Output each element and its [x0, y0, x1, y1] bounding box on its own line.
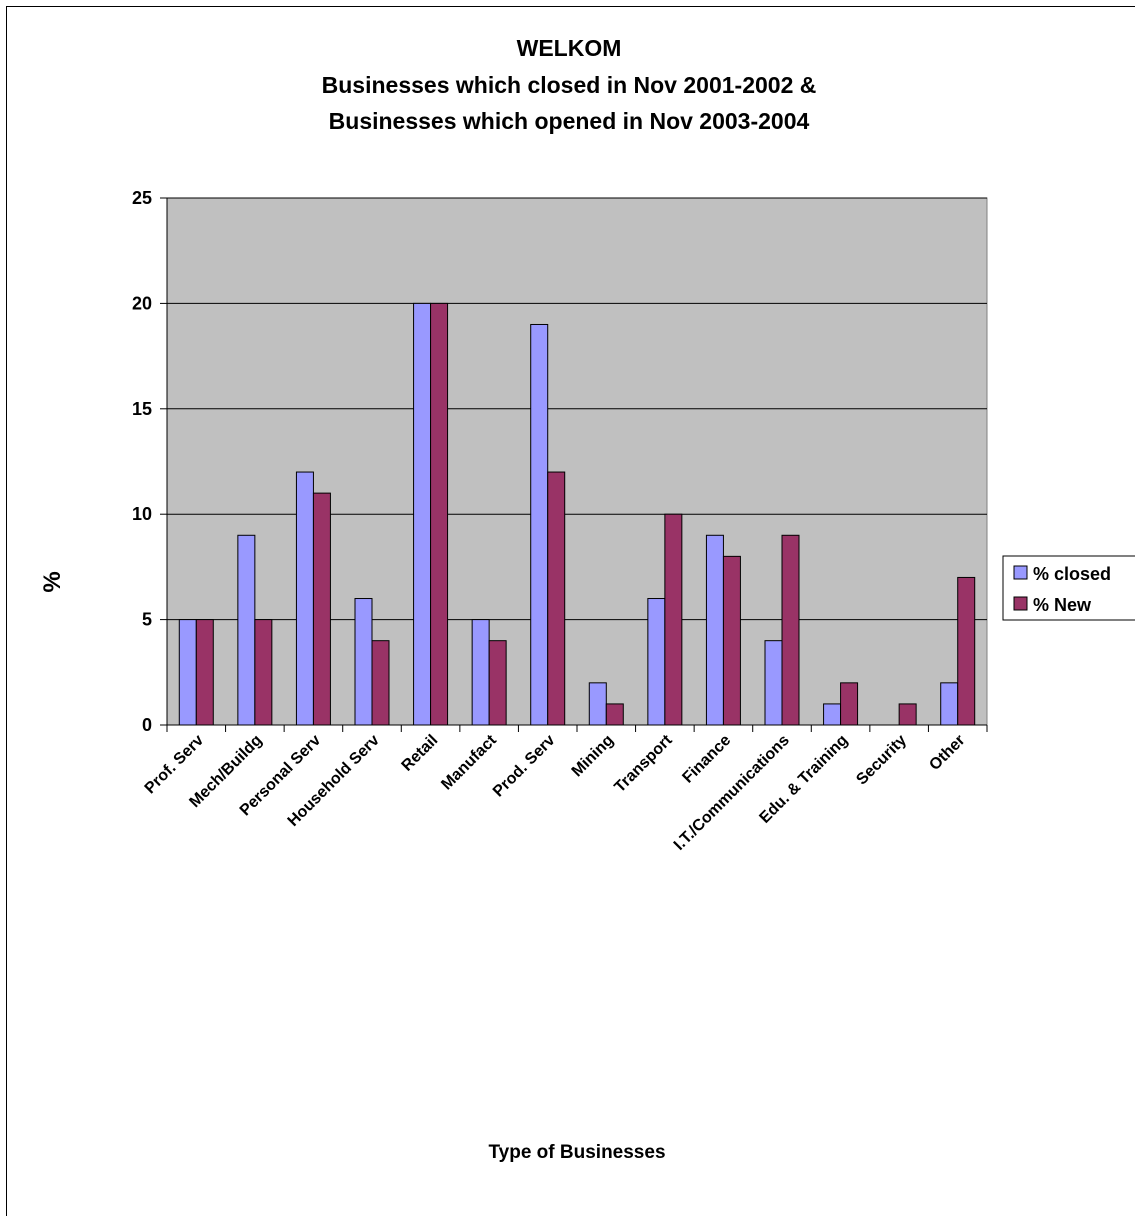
bar-closed — [354, 598, 373, 726]
x-tick-label: I.T./Communications — [671, 732, 793, 854]
legend-label-new: % New — [1033, 595, 1092, 615]
bar-new — [430, 302, 449, 726]
x-tick-label: Finance — [679, 732, 734, 787]
bar-closed — [471, 619, 490, 726]
chart-title-line-3: Businesses which opened in Nov 2003-2004 — [329, 108, 810, 134]
x-tick-label: Mining — [569, 732, 617, 780]
bar-new — [722, 555, 741, 726]
bar-new — [371, 640, 390, 726]
legend-swatch-new — [1013, 596, 1028, 611]
bar-closed — [295, 471, 314, 726]
chart-title: WELKOM Businesses which closed in Nov 20… — [322, 35, 817, 134]
bar-new — [488, 640, 507, 726]
x-tick-label: Other — [926, 732, 968, 774]
x-tick-label: Security — [853, 732, 910, 789]
y-tick-label: 10 — [132, 504, 152, 524]
legend-swatch-closed — [1013, 565, 1028, 580]
bar-new — [664, 513, 683, 726]
bar-new — [605, 703, 624, 726]
bar-closed — [413, 302, 432, 726]
y-tick-label: 20 — [132, 293, 152, 313]
bar-closed — [823, 703, 842, 726]
y-tick-label: 25 — [132, 188, 152, 208]
bar-closed — [530, 323, 549, 726]
bar-closed — [237, 534, 256, 726]
bar-new — [840, 682, 859, 726]
bar-new — [254, 619, 273, 726]
y-tick-label: 0 — [142, 715, 152, 735]
y-axis-title: % — [39, 571, 66, 592]
plot-area — [166, 197, 988, 726]
x-axis-title: Type of Businesses — [488, 1142, 665, 1163]
x-tick-label: Retail — [399, 732, 442, 775]
bar-new — [781, 534, 800, 726]
bar-closed — [764, 640, 783, 726]
bar-closed — [705, 534, 724, 726]
x-tick-label: Prod. Serv — [490, 732, 559, 801]
chart-title-line-1: WELKOM — [517, 35, 622, 61]
bars — [178, 302, 976, 726]
bar-closed — [588, 682, 607, 726]
bar-new — [195, 619, 214, 726]
legend-label-closed: % closed — [1033, 564, 1111, 584]
bar-new — [547, 471, 566, 726]
y-tick-label: 15 — [132, 399, 152, 419]
bar-new — [312, 492, 331, 726]
bar-closed — [178, 619, 197, 726]
x-tick-label: Transport — [611, 731, 676, 796]
x-tick-label: Manufact — [438, 731, 500, 793]
y-tick-label: 5 — [142, 610, 152, 630]
bar-new — [957, 576, 976, 726]
chart-title-line-2: Businesses which closed in Nov 2001-2002… — [322, 72, 817, 98]
chart-frame — [6, 6, 1135, 1216]
y-tick-labels: 0 5 10 15 20 25 — [132, 188, 152, 735]
legend: % closed % New — [1002, 555, 1135, 621]
bar-new — [898, 703, 917, 726]
axes — [160, 197, 988, 732]
bar-closed — [940, 682, 959, 726]
bar-closed — [647, 598, 666, 726]
